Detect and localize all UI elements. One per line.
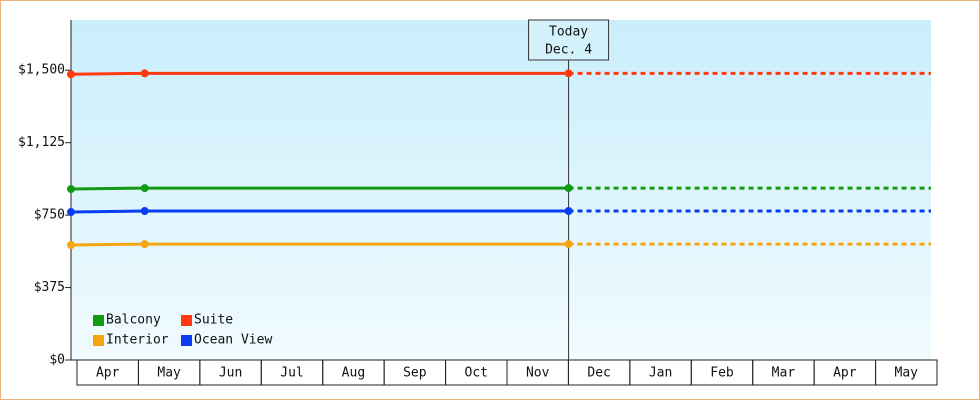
point: [67, 70, 75, 79]
x-tick-label: Nov: [526, 366, 550, 381]
x-tick-label: Apr: [833, 366, 857, 381]
point: [140, 69, 149, 78]
x-tick-label: Sep: [403, 366, 427, 381]
today-label: Dec. 4: [545, 43, 592, 58]
point: [67, 208, 75, 217]
x-tick-label: Jan: [649, 366, 672, 381]
legend-label: Balcony: [106, 313, 161, 328]
y-tick-label: $0: [49, 353, 65, 368]
x-tick-label: Jun: [219, 366, 242, 381]
today-label: Today: [549, 25, 588, 40]
x-tick-label: Oct: [465, 366, 488, 381]
point: [67, 185, 75, 194]
x-tick-label: May: [895, 366, 919, 381]
y-tick-label: $1,125: [18, 135, 65, 150]
y-tick-label: $375: [34, 280, 65, 295]
plot-area: [71, 20, 931, 360]
today-box: [528, 19, 610, 61]
point: [564, 69, 573, 78]
legend-label: Suite: [194, 313, 233, 328]
x-tick-label: Feb: [710, 366, 734, 381]
point: [67, 241, 75, 250]
legend-swatch: [93, 315, 104, 326]
point: [140, 207, 149, 216]
x-tick-label: Mar: [772, 366, 796, 381]
point: [564, 207, 573, 216]
x-tick-label: Aug: [342, 366, 365, 381]
legend-label: Interior: [106, 333, 169, 348]
legend-swatch: [93, 335, 104, 346]
point: [564, 240, 573, 249]
legend-swatch: [181, 315, 192, 326]
y-tick-label: $750: [34, 208, 65, 223]
point: [140, 240, 149, 249]
point: [564, 184, 573, 193]
y-tick-label: $1,500: [18, 63, 65, 78]
x-tick-label: May: [157, 366, 181, 381]
legend-swatch: [181, 335, 192, 346]
legend-label: Ocean View: [194, 333, 272, 348]
x-tick-label: Dec: [587, 366, 610, 381]
x-tick-label: Apr: [96, 366, 120, 381]
point: [140, 184, 149, 193]
x-tick-label: Jul: [280, 366, 303, 381]
